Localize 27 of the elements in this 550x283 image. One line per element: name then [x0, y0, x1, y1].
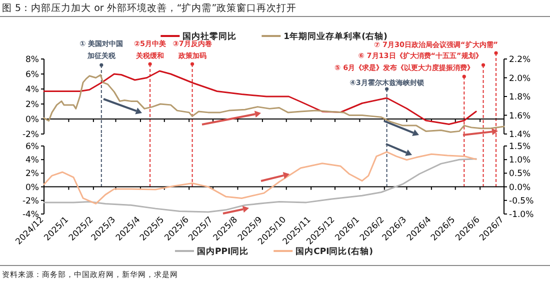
y2-tick-label: 1.5% — [509, 142, 531, 152]
y2-tick-label: -0.5% — [509, 196, 534, 206]
y-tick-label: 6% — [26, 70, 39, 80]
legend-label: 1年期同业存单利率(右轴) — [284, 31, 388, 42]
y-tick-label: 6% — [26, 142, 39, 152]
legend-label: 国内社零同比 — [182, 31, 237, 42]
y-tick-label: 2% — [26, 100, 39, 110]
y-tick-label: 4% — [26, 156, 39, 166]
y-tick-label: -2% — [22, 196, 39, 206]
y2-tick-label: 0.0% — [509, 182, 531, 193]
y2-tick-label: -1.0% — [509, 210, 534, 220]
y2-tick-label: 0.5% — [509, 169, 531, 180]
y-tick-label: 8% — [26, 55, 39, 65]
legend-label: 国内CPI同比(右轴) — [296, 246, 374, 257]
y-tick-label: 0% — [26, 115, 39, 125]
y2-tick-label: 1.8% — [509, 92, 531, 102]
y-tick-label: -2% — [22, 130, 39, 140]
y2-tick-label: 2.2% — [509, 55, 531, 65]
y2-tick-label: 1.0% — [509, 156, 531, 166]
y2-tick-label: 1.6% — [509, 111, 531, 122]
y-tick-label: 2% — [26, 169, 39, 180]
y2-tick-label: 1.4% — [509, 130, 531, 140]
chart-title: 图 5：内部压力加大 or 外部环境改善，“扩内需”政策窗口再次打开 — [2, 2, 297, 14]
y-tick-label: 4% — [26, 85, 39, 95]
legend-label: 国内PPI同比 — [196, 246, 249, 257]
y2-tick-label: 2.0% — [509, 74, 531, 84]
y-tick-label: 0% — [26, 182, 39, 193]
